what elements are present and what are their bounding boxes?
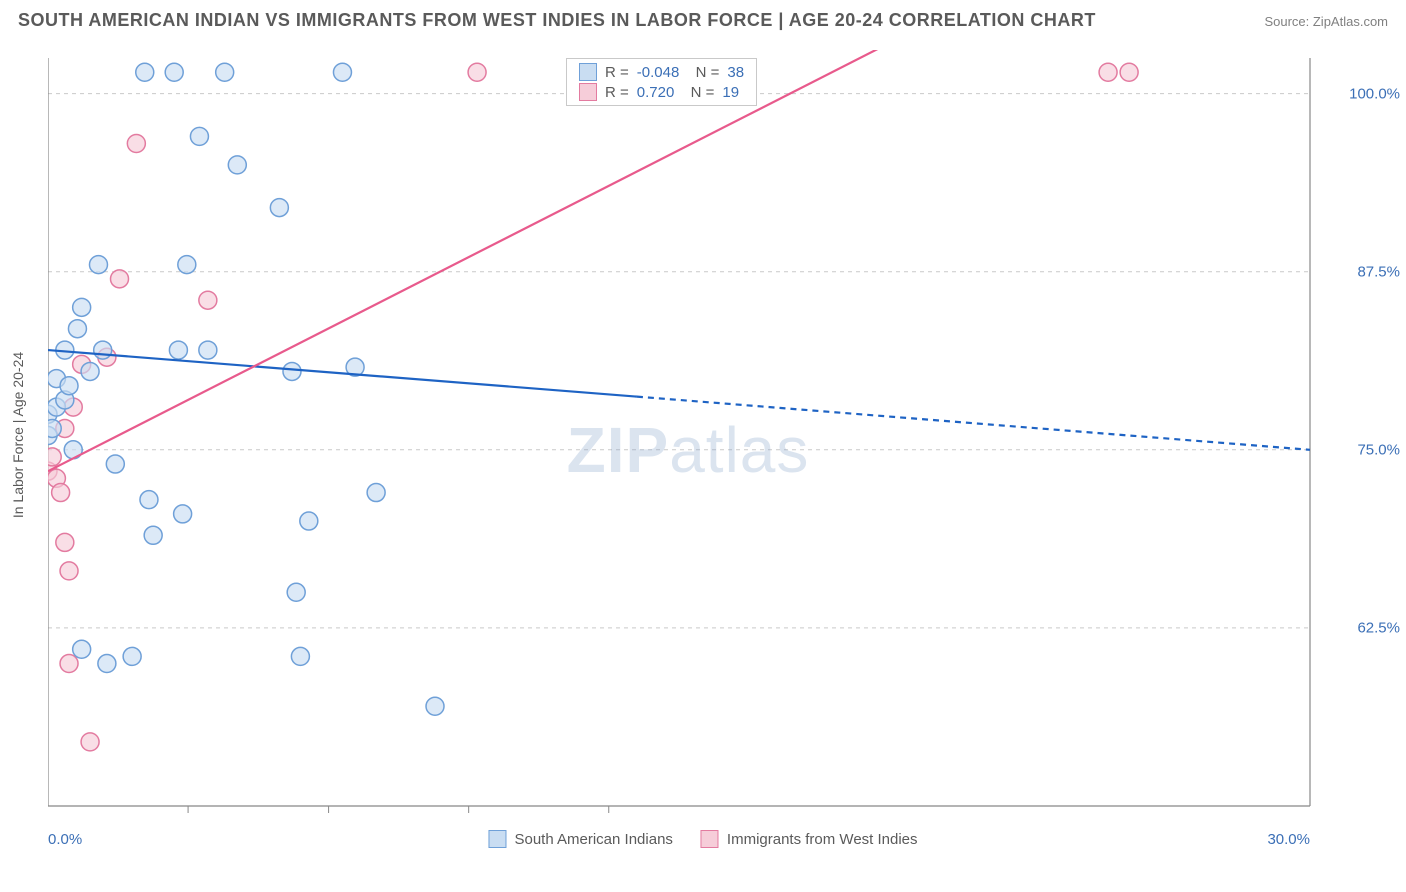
legend-item-sai: South American Indians	[488, 830, 672, 848]
y-axis-label: In Labor Force | Age 20-24	[10, 352, 26, 518]
header: SOUTH AMERICAN INDIAN VS IMMIGRANTS FROM…	[0, 0, 1406, 37]
corr-n-sai: 38	[727, 64, 744, 81]
corr-r-label: R =	[605, 64, 629, 81]
swatch-sai-icon	[579, 63, 597, 81]
bottom-legend: South American Indians Immigrants from W…	[488, 830, 917, 848]
corr-n-label-2: N =	[682, 84, 714, 101]
swatch-wi-icon	[579, 83, 597, 101]
legend-swatch-wi-icon	[701, 830, 719, 848]
legend-swatch-sai-icon	[488, 830, 506, 848]
corr-n-label: N =	[687, 64, 719, 81]
legend-label-sai: South American Indians	[514, 831, 672, 848]
y-tick-label: 87.5%	[1357, 263, 1400, 280]
corr-n-wi: 19	[722, 84, 739, 101]
corr-r-wi: 0.720	[637, 84, 675, 101]
corr-r-sai: -0.048	[637, 64, 680, 81]
chart-title: SOUTH AMERICAN INDIAN VS IMMIGRANTS FROM…	[18, 10, 1096, 31]
x-tick-label: 30.0%	[1267, 831, 1310, 848]
scatter-plot	[48, 50, 1358, 820]
corr-row-wi: R = 0.720 N = 19	[579, 83, 744, 101]
corr-r-label-2: R =	[605, 84, 629, 101]
y-tick-label: 75.0%	[1357, 441, 1400, 458]
source-label: Source: ZipAtlas.com	[1264, 14, 1388, 29]
y-tick-label: 62.5%	[1357, 619, 1400, 636]
correlation-legend-box: R = -0.048 N = 38 R = 0.720 N = 19	[566, 58, 757, 106]
legend-label-wi: Immigrants from West Indies	[727, 831, 918, 848]
y-tick-label: 100.0%	[1349, 85, 1400, 102]
x-tick-label: 0.0%	[48, 831, 82, 848]
legend-item-wi: Immigrants from West Indies	[701, 830, 918, 848]
corr-row-sai: R = -0.048 N = 38	[579, 63, 744, 81]
chart-area: In Labor Force | Age 20-24 ZIPatlas R = …	[48, 50, 1358, 820]
